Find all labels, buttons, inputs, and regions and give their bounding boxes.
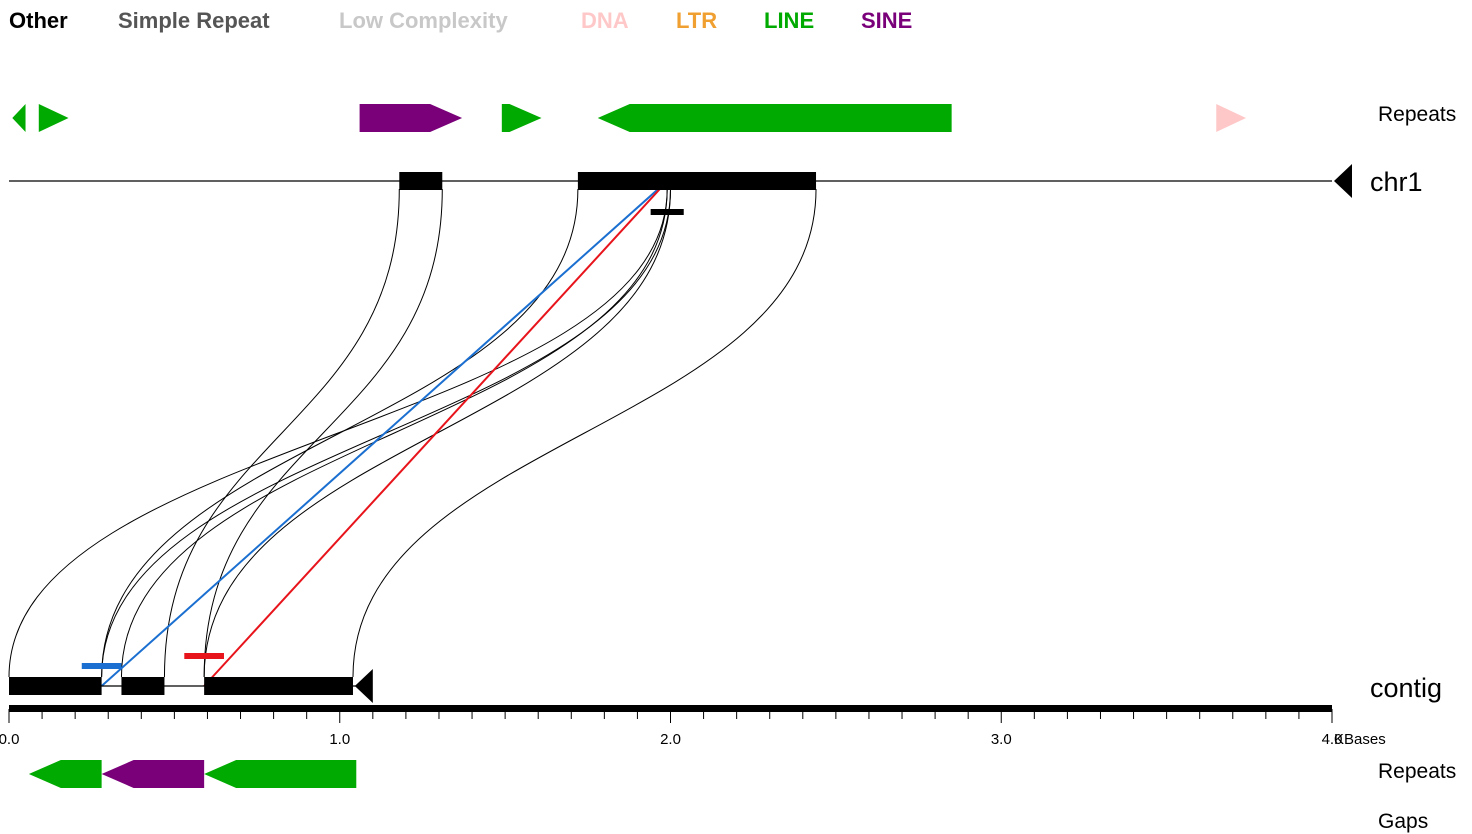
axis-tick-label-0: 0.0 [0, 731, 19, 748]
contig-label: contig [1370, 673, 1443, 703]
chr1-block-0 [399, 172, 443, 190]
chr1-marker [650, 209, 684, 215]
contig-orientation-icon [354, 669, 373, 703]
alignment-link-4 [8, 188, 668, 678]
contig-repeat-1 [101, 760, 205, 788]
contig-repeats-track [28, 760, 357, 788]
legend-item-sine: SINE [861, 8, 913, 33]
alignment-link-1 [203, 188, 443, 678]
axis-tick-label-1: 1.0 [329, 731, 350, 748]
top-repeats-label: Repeats [1378, 103, 1457, 126]
legend-item-other: Other [9, 8, 68, 33]
chr1-repeat-2 [359, 104, 463, 132]
axis-unit-label: KBases [1334, 731, 1386, 748]
diagonal-link-1 [203, 180, 668, 687]
alignment-link-2 [101, 188, 579, 678]
legend-item-low-complexity: Low Complexity [339, 8, 508, 33]
chr1-block-1 [577, 172, 817, 190]
legend-item-dna: DNA [581, 8, 629, 33]
chr1-repeat-0 [12, 104, 26, 132]
contig-block-2 [204, 677, 353, 695]
alignment-link-0 [163, 188, 400, 678]
contig-track [9, 653, 373, 703]
chr1-repeat-5 [1216, 104, 1247, 132]
chr1-repeats-track [12, 104, 1247, 132]
alignment-link-7 [352, 188, 817, 678]
chr1-repeat-1 [38, 104, 69, 132]
contig-repeat-0 [28, 760, 102, 788]
alignment-link-3 [120, 188, 668, 678]
contig-marker-1 [184, 653, 224, 659]
contig-block-1 [121, 677, 165, 695]
alignment-links [8, 180, 817, 687]
legend-item-ltr: LTR [676, 8, 718, 33]
axis-tick-label-2: 2.0 [660, 731, 681, 748]
diagonal-link-0 [100, 180, 668, 687]
contig-block-0 [9, 677, 102, 695]
legend-item-simple-repeat: Simple Repeat [118, 8, 270, 33]
legend-item-line: LINE [764, 8, 815, 33]
axis-bar [9, 705, 1332, 712]
contig-repeat-2 [204, 760, 357, 788]
chr1-track [9, 164, 1352, 215]
axis-tick-label-4: 4.0 [1322, 731, 1343, 748]
bottom-repeats-label: Repeats [1378, 760, 1457, 783]
chr1-orientation-icon [1334, 164, 1352, 198]
chr1-repeat-4 [597, 104, 952, 132]
chr1-label: chr1 [1370, 167, 1423, 197]
contig-marker-0 [81, 663, 122, 669]
gaps-label: Gaps [1378, 810, 1429, 833]
chr1-repeat-3 [501, 104, 542, 132]
axis-tick-label-3: 3.0 [991, 731, 1012, 748]
